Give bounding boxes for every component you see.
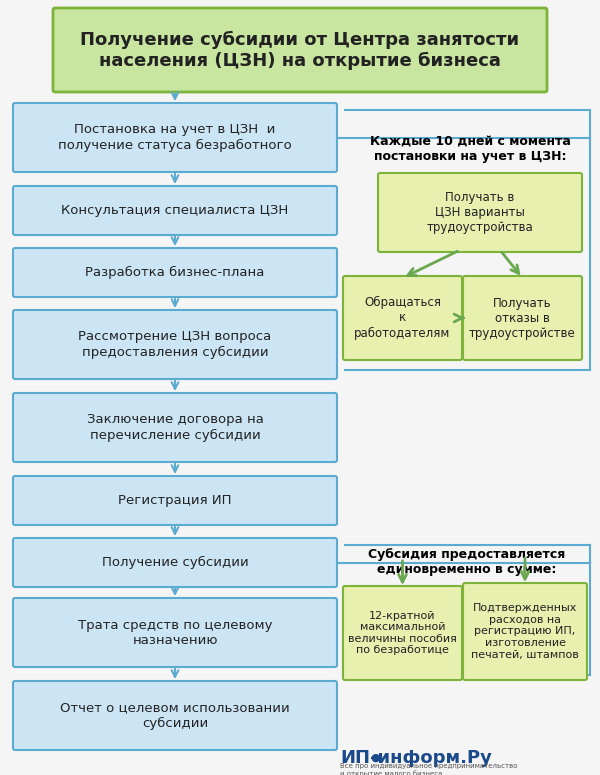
Text: ИП-информ.Ру: ИП-информ.Ру <box>340 749 492 767</box>
FancyBboxPatch shape <box>13 310 337 379</box>
FancyBboxPatch shape <box>13 598 337 667</box>
Text: Все про индивидуальное предпринимательство
и открытие малого бизнеса: Все про индивидуальное предпринимательст… <box>340 763 517 775</box>
Text: Обращаться
к
работодателям: Обращаться к работодателям <box>355 296 451 339</box>
FancyBboxPatch shape <box>463 583 587 680</box>
FancyBboxPatch shape <box>13 103 337 172</box>
Text: Трата средств по целевому
назначению: Трата средств по целевому назначению <box>78 618 272 646</box>
FancyBboxPatch shape <box>378 173 582 252</box>
Text: Заключение договора на
перечисление субсидии: Заключение договора на перечисление субс… <box>86 413 263 442</box>
Text: Субсидия предоставляется
единовременно в сумме:: Субсидия предоставляется единовременно в… <box>368 548 566 576</box>
FancyBboxPatch shape <box>13 681 337 750</box>
Text: Отчет о целевом использовании
субсидии: Отчет о целевом использовании субсидии <box>60 701 290 729</box>
Text: 12-кратной
максимальной
величины пособия
по безработице: 12-кратной максимальной величины пособия… <box>348 611 457 656</box>
Text: Консультация специалиста ЦЗН: Консультация специалиста ЦЗН <box>61 204 289 217</box>
FancyBboxPatch shape <box>463 276 582 360</box>
FancyBboxPatch shape <box>13 538 337 587</box>
Text: Рассмотрение ЦЗН вопроса
предоставления субсидии: Рассмотрение ЦЗН вопроса предоставления … <box>79 330 272 359</box>
Text: Разработка бизнес-плана: Разработка бизнес-плана <box>85 266 265 279</box>
Text: Получать
отказы в
трудоустройстве: Получать отказы в трудоустройстве <box>469 297 576 339</box>
FancyBboxPatch shape <box>13 393 337 462</box>
Text: Получение субсидии от Центра занятости
населения (ЦЗН) на открытие бизнеса: Получение субсидии от Центра занятости н… <box>80 30 520 70</box>
FancyBboxPatch shape <box>343 276 462 360</box>
Text: Получать в
ЦЗН варианты
трудоустройства: Получать в ЦЗН варианты трудоустройства <box>427 191 533 234</box>
Text: Получение субсидии: Получение субсидии <box>101 556 248 569</box>
FancyBboxPatch shape <box>13 476 337 525</box>
FancyBboxPatch shape <box>343 586 462 680</box>
Text: Каждые 10 дней с момента
постановки на учет в ЦЗН:: Каждые 10 дней с момента постановки на у… <box>370 135 571 163</box>
Text: ●: ● <box>370 753 380 763</box>
FancyBboxPatch shape <box>13 248 337 297</box>
FancyBboxPatch shape <box>13 186 337 235</box>
Text: Регистрация ИП: Регистрация ИП <box>118 494 232 507</box>
Text: Постановка на учет в ЦЗН  и
получение статуса безработного: Постановка на учет в ЦЗН и получение ста… <box>58 123 292 152</box>
Text: Подтвержденных
расходов на
регистрацию ИП,
изготовление
печатей, штампов: Подтвержденных расходов на регистрацию И… <box>471 603 579 660</box>
FancyBboxPatch shape <box>53 8 547 92</box>
